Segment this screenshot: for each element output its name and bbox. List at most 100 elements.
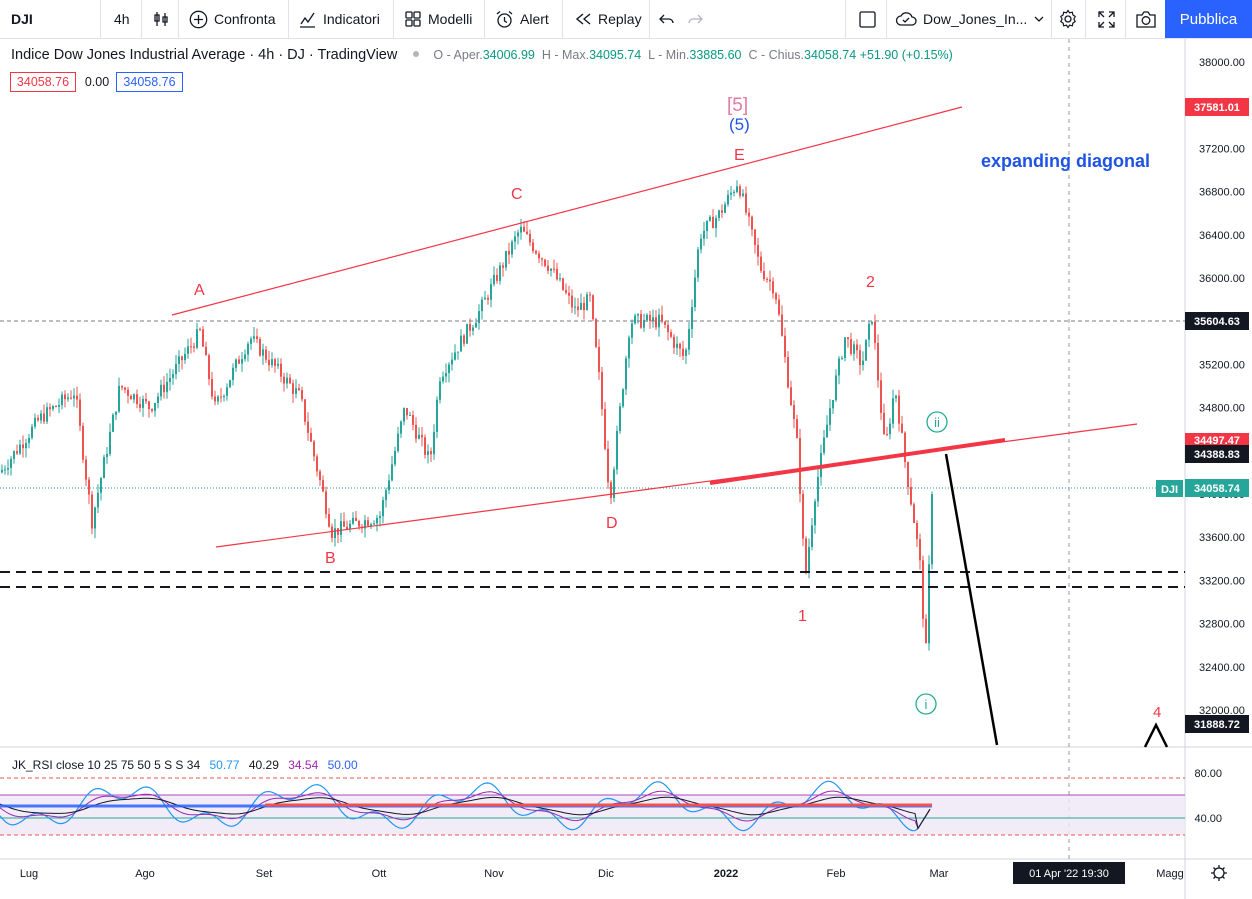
price-tick-label: 33600.00 [1199, 532, 1245, 544]
candle-body [472, 327, 474, 331]
wave-label-five-bracket[interactable]: [5] [727, 95, 748, 116]
candle-body [172, 374, 174, 378]
rsi-name: JK_RSI close 10 25 75 50 5 S S 34 [12, 758, 200, 772]
candle-body [643, 320, 645, 328]
candle-body [565, 289, 567, 293]
candle-body [799, 438, 801, 494]
candle-body [169, 377, 171, 382]
bid-price-box[interactable]: 34058.76 [10, 72, 76, 92]
candle-body [193, 346, 195, 348]
candle-body [499, 265, 501, 281]
publish-button[interactable]: Pubblica [1165, 0, 1252, 38]
candle-body [79, 399, 81, 426]
publish-label: Pubblica [1179, 10, 1238, 28]
candle-body [406, 408, 408, 416]
candle-body [52, 406, 54, 410]
candle-body [394, 450, 396, 465]
wave-label-1[interactable]: 1 [798, 608, 807, 625]
candle-body [787, 357, 789, 388]
candle-body [559, 278, 561, 280]
price-tag-34388-text: 34388.83 [1194, 449, 1240, 461]
candle-body [511, 241, 513, 255]
rsi-pane[interactable]: 80.00 40.00 JK_RSI close 10 25 75 50 5 S… [0, 758, 1222, 836]
rsi-value-4: 50.00 [328, 758, 358, 772]
rsi-legend[interactable]: JK_RSI close 10 25 75 50 5 S S 34 50.77 … [12, 758, 358, 772]
candle-body [718, 210, 720, 218]
ask-price-box[interactable]: 34058.76 [116, 72, 183, 92]
spread-box: 0.00 [82, 72, 112, 92]
interval-button[interactable]: 4h [114, 0, 130, 38]
chart-type-button[interactable] [152, 0, 170, 38]
settings-button[interactable] [1058, 0, 1078, 38]
candle-body [868, 323, 870, 340]
circle-i-marker[interactable] [915, 693, 937, 715]
symbol-search-button[interactable]: DJI [11, 0, 33, 38]
breakdown-segment[interactable] [709, 438, 1006, 485]
candle-body [763, 270, 765, 279]
candle-body [793, 405, 795, 419]
main-pane[interactable] [0, 39, 1185, 747]
alert-button[interactable]: Alert [495, 0, 549, 38]
candle-body [217, 396, 219, 402]
candle-body [598, 346, 600, 373]
candle-body [466, 323, 468, 344]
candle-body [766, 278, 768, 280]
spread-value: 0.00 [84, 75, 110, 89]
circle-ii-marker[interactable] [926, 411, 948, 433]
candle-body [301, 390, 303, 400]
candle-body [67, 397, 69, 400]
pattern-label[interactable]: expanding diagonal [981, 151, 1150, 171]
candle-body [544, 259, 546, 266]
candle-body [352, 517, 354, 524]
candle-body [874, 321, 876, 343]
redo-button[interactable] [686, 0, 704, 38]
replay-button[interactable]: Replay [574, 0, 642, 38]
wave-label-b[interactable]: B [325, 550, 336, 567]
candle-body [235, 359, 237, 368]
candle-body [682, 348, 684, 356]
candle-body [835, 375, 837, 400]
candle-body [388, 480, 390, 491]
wave-4-projection[interactable] [1143, 722, 1169, 748]
projection-line[interactable] [944, 453, 999, 746]
candle-body [136, 394, 138, 405]
candle-body [34, 417, 36, 427]
layout-menu-button[interactable]: Dow_Jones_In... [895, 0, 1045, 38]
undo-button[interactable] [658, 0, 676, 38]
wave-label-2[interactable]: 2 [866, 274, 875, 291]
candle-body [679, 343, 681, 349]
candle-body [532, 242, 534, 252]
candle-body [400, 421, 402, 434]
candle-body [31, 426, 33, 438]
fullscreen-button[interactable] [1097, 0, 1116, 38]
candle-body [862, 360, 864, 365]
select-toggle[interactable] [858, 0, 877, 38]
wave-label-five-paren[interactable]: (5) [729, 115, 750, 134]
wave-label-e[interactable]: E [734, 147, 745, 164]
candle-body [601, 372, 603, 410]
indicators-button[interactable]: Indicatori [298, 0, 380, 38]
candle-body [55, 406, 57, 408]
wave-label-ii: ii [934, 415, 940, 430]
templates-icon [405, 11, 421, 27]
wave-label-a[interactable]: A [194, 282, 205, 299]
candle-body [280, 363, 282, 377]
series-legend[interactable]: Indice Dow Jones Industrial Average · 4h… [11, 47, 953, 63]
axis-settings-button[interactable] [1211, 865, 1227, 881]
candle-body [535, 251, 537, 254]
templates-button[interactable]: Modelli [404, 0, 472, 38]
snapshot-button[interactable] [1135, 0, 1157, 38]
wave-label-d[interactable]: D [606, 515, 618, 532]
candle-body [1, 469, 3, 473]
wave-label-c[interactable]: C [511, 186, 523, 203]
time-label-ott: Ott [372, 868, 387, 880]
templates-label: Modelli [428, 11, 473, 27]
price-tick-label: 34800.00 [1199, 403, 1245, 415]
compare-button[interactable]: Confronta [189, 0, 275, 38]
time-axis[interactable]: Lug Ago Set Ott Nov Dic 2022 Feb Mar Mag… [20, 862, 1184, 884]
candle-body [520, 226, 522, 233]
candle-body [805, 538, 807, 573]
wave-label-4[interactable]: 4 [1153, 704, 1161, 721]
upper-trendline[interactable] [171, 106, 963, 316]
chart-canvas[interactable]: 38000.0037600.0037200.0036800.0036400.00… [0, 39, 1252, 899]
